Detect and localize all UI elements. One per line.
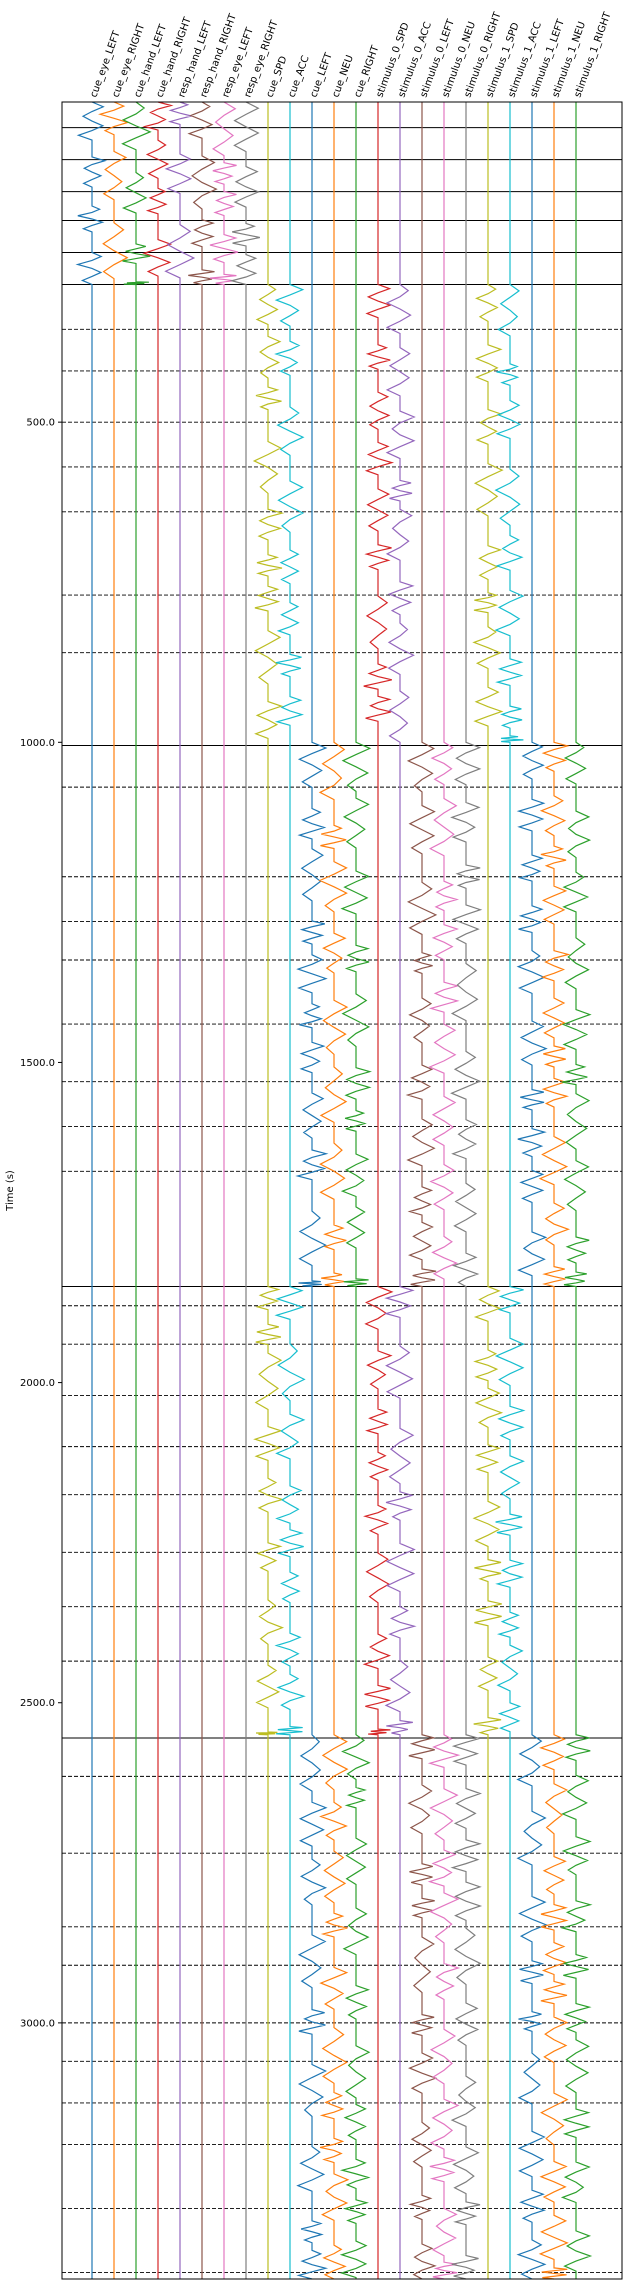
series-stimulus-0-acc [383, 102, 417, 2279]
series-resp-hand-left [164, 101, 196, 2279]
series-cue-hand-right [142, 101, 174, 2279]
series-cue-eye-right [98, 101, 130, 2279]
series-stimulus-0-left [405, 102, 438, 2280]
series-cue-spd [252, 102, 285, 2279]
y-tick-label-4: 2500.0 [20, 1698, 55, 1709]
series-resp-eye-left [209, 101, 239, 2279]
series-stimulus-0-right [450, 102, 483, 2280]
series-traces [75, 101, 593, 2280]
series-stimulus-1-right [560, 102, 593, 2279]
trial-boundaries [62, 127, 622, 2274]
series-resp-hand-right [187, 101, 218, 2279]
y-axis-ticks: 500.0 1000.0 1500.0 2000.0 2500.0 3000.0 [20, 418, 62, 2029]
series-cue-neu [318, 102, 350, 2280]
series-cue-right [339, 102, 372, 2279]
series-stimulus-1-left [516, 102, 548, 2280]
y-axis-label: Time (s) [5, 1170, 16, 1212]
y-tick-label-2: 1500.0 [20, 1058, 55, 1069]
series-stimulus-0-spd [362, 102, 395, 2279]
y-tick-label-3: 2000.0 [20, 1378, 55, 1389]
series-cue-acc [274, 102, 306, 2279]
column-label-cue-acc: cue_ACC [286, 54, 311, 99]
series-cue-hand-left [121, 101, 152, 2279]
series-stimulus-0-neu [427, 102, 461, 2280]
y-tick-label-0: 500.0 [26, 418, 55, 429]
series-stimulus-1-neu [538, 102, 571, 2280]
y-tick-label-1: 1000.0 [20, 738, 55, 749]
column-label-cue-spd: cue_SPD [264, 55, 289, 100]
series-cue-eye-left [75, 101, 107, 2279]
series-cue-left [295, 102, 329, 2280]
y-tick-label-5: 3000.0 [20, 2018, 55, 2029]
series-stimulus-1-acc [494, 102, 526, 2279]
series-resp-eye-right [229, 101, 261, 2279]
plot-frame [61, 101, 623, 2280]
column-labels: cue_eye_LEFTcue_eye_RIGHTcue_hand_LEFTcu… [88, 10, 613, 99]
column-label-cue-neu: cue_NEU [330, 54, 355, 99]
series-stimulus-1-spd [472, 102, 504, 2279]
